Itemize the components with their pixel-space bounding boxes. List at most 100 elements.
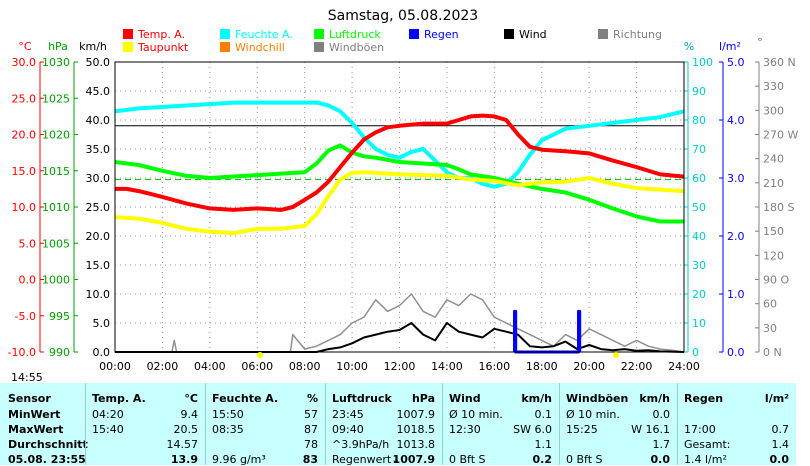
y-tick-label-temp: 0.0 <box>19 274 37 287</box>
summary-value: 20.5 <box>173 423 199 436</box>
summary-col-wind: Wind km/h Ø 10 min. 0.1 12:30 SW 6.0 1.1 0 Bft … <box>442 383 560 466</box>
summary-col-hum: Feuchte A.% 15:50 57 08:35 87 78 9.96 g/m³ 83 <box>205 383 326 466</box>
y-tick-label-dir: 210 <box>763 177 784 190</box>
summary-unit: °C <box>184 392 198 405</box>
summary-time: 15:50 <box>212 408 244 421</box>
y-tick-label-wind: 50.0 <box>86 56 111 69</box>
summary-time: 0 Bft S <box>566 453 603 466</box>
y-tick-label-press: 1000 <box>42 274 70 287</box>
summary-value: 0.1 <box>534 408 553 421</box>
legend-swatch <box>314 42 324 52</box>
summary-time: 0 Bft S <box>449 453 486 466</box>
x-tick-label: 12:00 <box>384 360 416 373</box>
y-tick-label-hum: 20 <box>692 288 706 301</box>
axis-unit-wind: km/h <box>79 40 107 53</box>
x-tick-label: 02:00 <box>147 360 179 373</box>
x-tick-label: 00:00 <box>99 360 131 373</box>
axis-unit-hum: % <box>684 40 694 53</box>
summary-value: 87 <box>304 423 318 436</box>
y-tick-label-dir: 240 <box>763 153 784 166</box>
y-tick-label-dir: 180 S <box>763 201 794 214</box>
y-tick-label-temp: 15.0 <box>12 165 37 178</box>
summary-unit: hPa <box>411 392 435 405</box>
summary-row-label: MaxWert <box>8 423 64 436</box>
y-tick-label-dir: 90 O <box>763 274 789 287</box>
legend-swatch <box>123 42 133 52</box>
plot-border <box>114 61 685 353</box>
x-tick-label: 24:00 <box>668 360 700 373</box>
series-wind <box>115 322 685 353</box>
time-stamp: 14:55 <box>11 371 43 384</box>
legend-swatch <box>504 29 514 39</box>
summary-value: 0.0 <box>652 408 671 421</box>
summary-time: Ø 10 min. <box>449 408 503 421</box>
summary-time: 09:40 <box>332 423 364 436</box>
summary-value: W 16.1 <box>631 423 670 436</box>
chart-title: Samstag, 05.08.2023 <box>328 8 478 24</box>
legend-swatch <box>220 29 230 39</box>
summary-header: Temp. A. <box>92 392 146 405</box>
legend-label: Regen <box>424 28 459 41</box>
sunrise-marker <box>257 352 263 358</box>
y-tick-label-wind: 10.0 <box>86 288 111 301</box>
y-tick-label-rain: 4.0 <box>727 114 745 127</box>
summary-time: Gesamt: <box>684 438 731 451</box>
legend-label: Feuchte A. <box>235 28 293 41</box>
summary-header: Windböen <box>566 392 629 405</box>
summary-value: 1.4 <box>771 438 790 451</box>
summary-header: Wind <box>449 392 481 405</box>
summary-value: 1007.9 <box>392 453 435 466</box>
x-tick-label: 04:00 <box>194 360 226 373</box>
series-taupunkt <box>114 170 685 236</box>
y-tick-label-dir: 150 <box>763 225 784 238</box>
y-tick-label-dir: 360 N <box>763 56 796 69</box>
y-tick-label-rain: 0.0 <box>727 346 745 359</box>
y-tick-label-hum: 30 <box>692 259 706 272</box>
legend-swatch <box>220 42 230 52</box>
y-tick-label-press: 990 <box>49 346 70 359</box>
y-tick-label-hum: 50 <box>692 201 706 214</box>
summary-value: SW 6.0 <box>513 423 552 436</box>
y-tick-label-press: 1010 <box>42 201 70 214</box>
legend-label: Windböen <box>329 41 384 54</box>
legend-swatch <box>409 29 419 39</box>
y-tick-label-press: 995 <box>49 310 70 323</box>
legend-label: Luftdruck <box>329 28 381 41</box>
summary-value: 9.4 <box>180 408 199 421</box>
y-tick-label-hum: 70 <box>692 143 706 156</box>
y-tick-label-temp: -5.0 <box>15 310 36 323</box>
y-tick-label-hum: 60 <box>692 172 706 185</box>
y-tick-label-wind: 35.0 <box>86 143 111 156</box>
summary-value: 1007.9 <box>396 408 436 421</box>
series-luftdruck <box>114 143 684 224</box>
x-tick-label: 18:00 <box>526 360 558 373</box>
summary-col-press: Luftdruck hPa 23:45 1007.9 09:40 1018.5 ^3.9hP… <box>325 383 443 466</box>
series-lines <box>114 100 685 354</box>
summary-time: 15:40 <box>92 423 124 436</box>
summary-value: 1.7 <box>652 438 671 451</box>
y-tick-label-dir: 0 N <box>763 346 782 359</box>
summary-time: 17:00 <box>684 423 716 436</box>
legend-label: Windchill <box>235 41 285 54</box>
summary-col-temp: Temp. A. °C 04:20 9.4 15:40 20.5 14.57 13.9 <box>85 383 206 466</box>
y-tick-label-dir: 300 <box>763 104 784 117</box>
y-tick-label-hum: 0 <box>692 346 699 359</box>
summary-value: 57 <box>304 408 318 421</box>
summary-value: 14.57 <box>166 438 199 451</box>
y-tick-label-press: 1020 <box>42 129 70 142</box>
series-windb-en <box>115 293 685 353</box>
x-tick-label: 08:00 <box>289 360 321 373</box>
y-tick-label-temp: 25.0 <box>12 92 37 105</box>
legend-label: Taupunkt <box>137 41 189 54</box>
summary-time: Ø 10 min. <box>566 408 620 421</box>
y-tick-label-rain: 3.0 <box>727 172 745 185</box>
y-tick-label-wind: 5.0 <box>93 317 111 330</box>
y-tick-label-temp: 20.0 <box>12 129 37 142</box>
summary-time: Regenwert↓ <box>332 453 401 466</box>
summary-value: 78 <box>304 438 318 451</box>
summary-row-label: 05.08. 23:55 <box>8 453 86 466</box>
axis-unit-temp: °C <box>18 40 32 53</box>
y-tick-label-hum: 40 <box>692 230 706 243</box>
summary-time: 1.4 l/m² <box>684 453 727 466</box>
y-tick-label-temp: 30.0 <box>12 56 37 69</box>
